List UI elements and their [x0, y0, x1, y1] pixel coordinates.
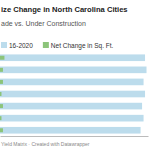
legend: 16-2020 Net Change in Sq. Ft.	[1, 42, 114, 50]
bar	[0, 103, 142, 110]
bar	[0, 115, 144, 122]
bar	[0, 56, 4, 60]
bar	[0, 104, 3, 108]
x-axis-line	[1, 136, 149, 137]
bar	[0, 68, 3, 72]
legend-label: 16-2020	[9, 42, 33, 49]
chart-svg: ize Change in North Carolina Cities ade v…	[0, 0, 150, 150]
chart-container: ize Change in North Carolina Cities ade v…	[0, 0, 150, 150]
legend-label: Net Change in Sq. Ft.	[51, 42, 114, 50]
bar	[0, 80, 3, 84]
bar	[0, 79, 144, 86]
bar	[0, 116, 1, 120]
bar	[0, 128, 3, 132]
bar	[0, 67, 147, 74]
bar	[0, 127, 141, 134]
legend-item: Net Change in Sq. Ft.	[43, 42, 114, 50]
bar	[0, 91, 145, 98]
legend-swatch	[43, 42, 49, 48]
bars	[0, 54, 147, 133]
bar	[0, 92, 1, 96]
legend-item: 16-2020	[1, 42, 33, 49]
source: Yield Matrix · Created with Datawrapper	[1, 141, 90, 147]
title: ize Change in North Carolina Cities	[1, 5, 128, 14]
x-axis	[1, 136, 149, 137]
bar	[0, 54, 145, 61]
legend-swatch	[1, 42, 7, 48]
subtitle: ade vs. Under Construction	[1, 20, 86, 27]
plot	[0, 54, 149, 136]
